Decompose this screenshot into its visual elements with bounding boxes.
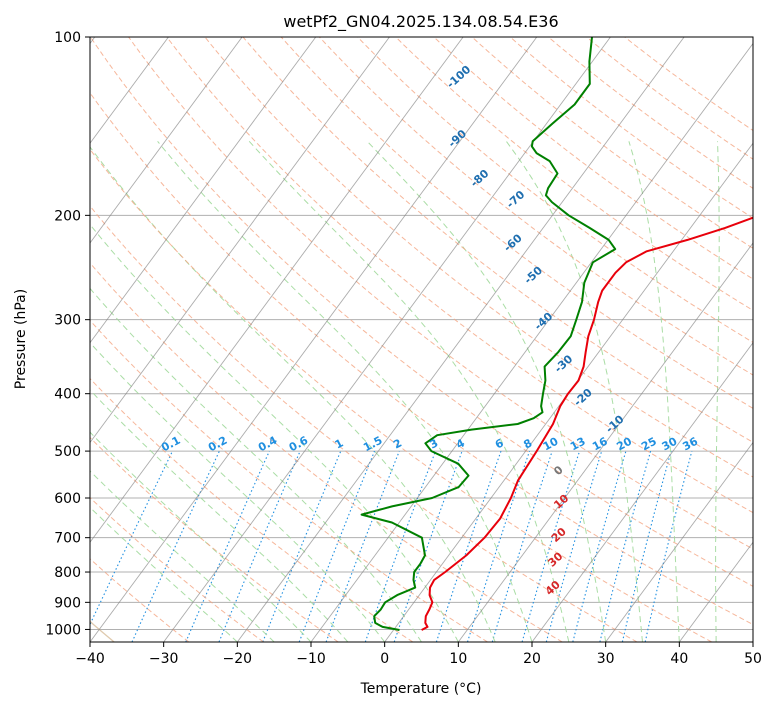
x-tick-label: −20 xyxy=(223,651,253,667)
dry-adiabat-line xyxy=(319,37,753,376)
moist-adiabat-line xyxy=(628,141,680,642)
skewed-isotherm xyxy=(90,37,464,544)
mixing-ratio-line xyxy=(262,450,342,642)
dry-adiabat-line xyxy=(90,436,339,642)
skewed-isotherm xyxy=(457,242,753,642)
dry-adiabat-line xyxy=(395,37,753,311)
mixing-ratio-line xyxy=(435,450,502,642)
dry-adiabat-line xyxy=(204,37,753,478)
mixing-ratio-line xyxy=(572,450,627,642)
mixing-ratio-line xyxy=(621,450,672,642)
dry-adiabat-line xyxy=(586,37,753,160)
mixing-ratio-line xyxy=(491,450,553,642)
skewed-isotherm xyxy=(90,37,169,144)
dewpoint-line xyxy=(360,37,617,631)
y-tick-label: 100 xyxy=(54,30,81,46)
plot-background xyxy=(90,37,753,642)
x-tick-label: 10 xyxy=(449,651,467,667)
x-tick-label: 20 xyxy=(523,651,541,667)
y-tick-label: 800 xyxy=(54,565,81,581)
sounding-series xyxy=(360,37,753,631)
dry-adiabat-line xyxy=(128,37,753,550)
mixing-ratio-line xyxy=(185,450,270,642)
dry-adiabat-line xyxy=(90,148,712,642)
moist-adiabat-line xyxy=(248,140,570,642)
y-tick-label: 900 xyxy=(54,595,81,611)
mixing-ratio-label: 25 xyxy=(639,435,659,454)
dry-adiabat-line xyxy=(90,319,488,642)
moist-adiabat-line xyxy=(715,141,720,642)
moist-adiabat-line xyxy=(90,431,312,642)
chart-title: wetPf2_GN04.2025.134.08.54.E36 xyxy=(283,12,558,32)
skewed-isotherm xyxy=(90,37,243,244)
x-tick-label: 0 xyxy=(380,651,389,667)
skewed-isotherm xyxy=(310,42,753,642)
mixing-ratio-label: 30 xyxy=(660,435,680,454)
y-tick-label: 1000 xyxy=(45,622,81,638)
axes: −40 −30 −20 −10 0 10 20 30 40 50 100 200 300 400 500 60… xyxy=(45,30,762,667)
moist-adiabat-lines xyxy=(90,140,720,642)
skewed-isotherm xyxy=(90,37,538,642)
moist-adiabat-line xyxy=(90,341,386,642)
skewed-isotherm xyxy=(605,441,753,642)
mixing-ratio-label: 13 xyxy=(568,435,588,454)
mixing-ratio-line xyxy=(466,450,531,642)
dry-adiabat-line xyxy=(280,37,753,409)
dry-adiabat-line xyxy=(357,37,753,343)
mixing-ratio-label: 10 xyxy=(541,435,561,454)
mixing-ratio-line xyxy=(521,450,581,642)
dry-adiabat-line xyxy=(90,262,563,642)
dry-adiabat-line xyxy=(166,37,753,514)
temperature-line xyxy=(421,216,753,631)
dry-adiabat-line xyxy=(471,37,753,249)
x-tick-label: 40 xyxy=(670,651,688,667)
mixing-ratio-label: 36 xyxy=(680,435,700,454)
x-axis-title: Temperature (°C) xyxy=(360,681,482,697)
y-tick-label: 700 xyxy=(54,531,81,547)
mixing-ratio-line xyxy=(218,450,301,642)
moist-adiabat-line xyxy=(90,389,349,642)
mixing-ratio-line xyxy=(545,450,603,642)
mixing-ratio-label: 16 xyxy=(590,435,610,454)
dry-adiabat-line xyxy=(242,37,753,443)
moist-adiabat-line xyxy=(90,223,459,642)
dry-adiabat-line xyxy=(90,496,264,642)
x-tick-label: −10 xyxy=(296,651,326,667)
dry-adiabat-line xyxy=(90,92,753,626)
mixing-ratio-line xyxy=(325,450,400,642)
moist-adiabat-line xyxy=(366,140,607,642)
skewed-isotherm xyxy=(531,341,753,642)
y-tick-label: 600 xyxy=(54,491,81,507)
y-tick-label: 500 xyxy=(54,444,81,460)
skewed-isotherm xyxy=(236,37,685,642)
x-tick-label: 50 xyxy=(744,651,762,667)
y-tick-label: 300 xyxy=(54,313,81,329)
dry-adiabat-lines xyxy=(90,37,753,642)
moist-adiabat-line xyxy=(157,140,533,642)
plot-area: 0.1 0.2 0.4 0.6 1 1.5 2 3 4 6 8 10 13 16 20 25 30 36-100-… xyxy=(90,37,753,642)
moist-adiabat-line xyxy=(90,146,496,642)
skewed-isotherms xyxy=(90,37,753,642)
skewed-isotherm xyxy=(384,142,753,642)
dry-adiabat-line xyxy=(90,205,638,642)
x-tick-label: −40 xyxy=(75,651,105,667)
skewed-isotherm xyxy=(90,37,317,344)
dry-adiabat-line xyxy=(433,37,753,280)
x-tick-label: −30 xyxy=(149,651,179,667)
x-tick-label: 30 xyxy=(597,651,615,667)
moist-adiabat-line xyxy=(90,470,275,642)
plot-frame xyxy=(89,36,754,643)
skewed-isotherm xyxy=(90,37,390,444)
mixing-ratio-line xyxy=(298,450,376,642)
moist-adiabat-line xyxy=(505,141,643,642)
y-tick-label: 400 xyxy=(54,387,81,403)
dry-adiabat-line xyxy=(509,37,753,219)
y-tick-label: 200 xyxy=(54,208,81,224)
y-axis-title: Pressure (hPa) xyxy=(13,289,29,389)
mixing-ratio-line xyxy=(599,450,652,642)
moist-adiabat-line xyxy=(90,287,422,642)
mixing-ratio-label: 20 xyxy=(614,435,634,454)
dry-adiabat-line xyxy=(90,37,753,587)
